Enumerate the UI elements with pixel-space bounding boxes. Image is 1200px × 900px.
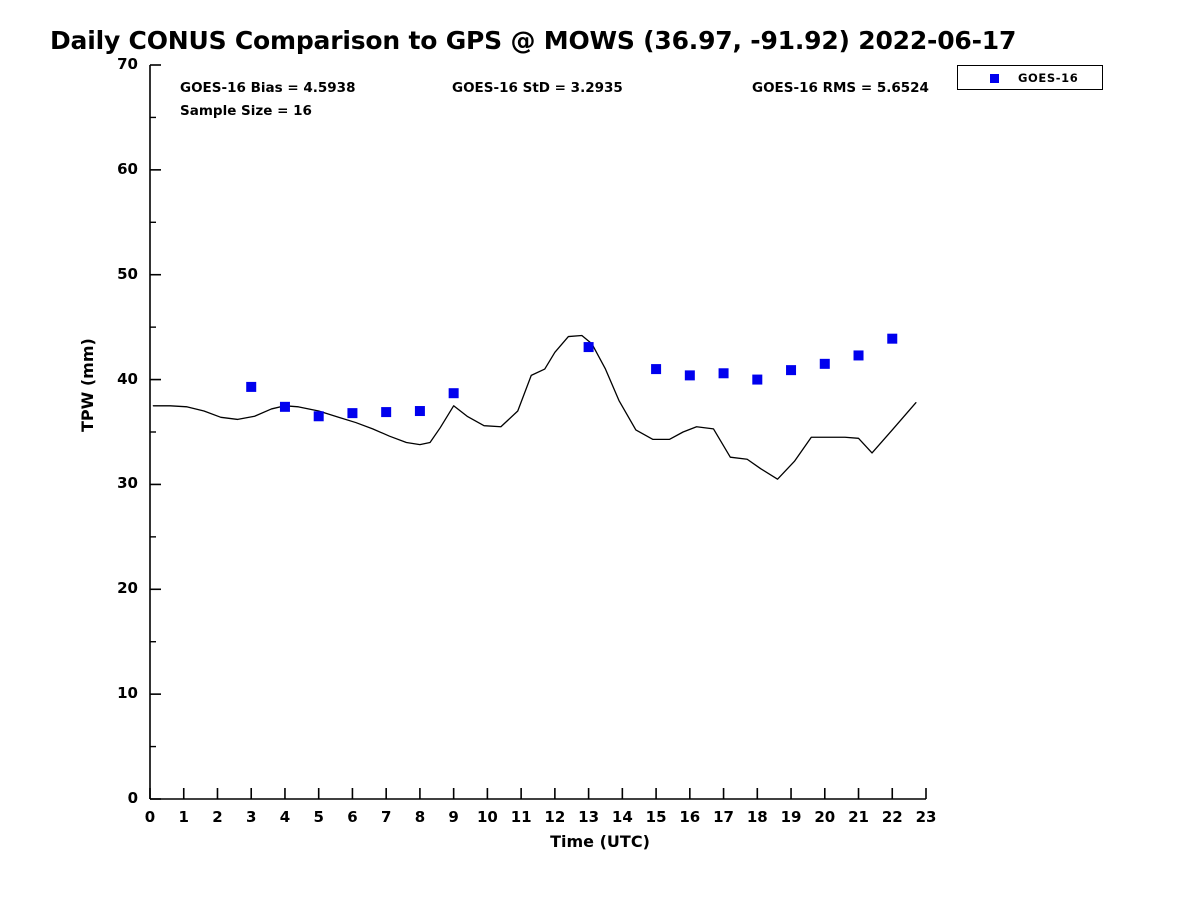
goes16-data-point xyxy=(347,408,358,419)
goes16-data-point xyxy=(246,381,257,392)
x-tick-label: 1 xyxy=(178,808,189,826)
x-tick-label: 7 xyxy=(380,808,392,826)
x-axis-label: Time (UTC) xyxy=(550,832,650,851)
x-tick-label: 23 xyxy=(915,808,937,826)
goes16-data-point xyxy=(414,406,425,417)
y-tick-label: 70 xyxy=(117,55,138,73)
goes16-data-point xyxy=(887,333,898,344)
goes16-data-point xyxy=(819,358,830,369)
goes16-data-point xyxy=(853,350,864,361)
x-tick-label: 11 xyxy=(510,808,532,826)
y-tick-label: 60 xyxy=(117,159,138,178)
x-tick-label: 21 xyxy=(848,808,869,826)
gps-line-series xyxy=(152,334,917,480)
goes16-marker-series xyxy=(246,333,898,422)
goes16-data-point xyxy=(448,388,459,399)
x-tick-label: 14 xyxy=(611,808,633,826)
x-tick-label: 17 xyxy=(713,808,734,826)
x-tick-label: 20 xyxy=(814,808,836,826)
gps-line-path xyxy=(152,334,917,480)
x-tick-label: 0 xyxy=(144,808,156,826)
x-tick-label: 18 xyxy=(746,808,768,826)
x-tick-label: 2 xyxy=(212,808,223,826)
stat-bias-label: GOES-16 Bias = 4.5938 xyxy=(180,80,356,96)
page-title: Daily CONUS Comparison to GPS @ MOWS (36… xyxy=(50,26,1017,55)
goes16-data-point xyxy=(786,365,797,376)
goes16-data-point xyxy=(752,374,763,385)
stat-sample-size-label: Sample Size = 16 xyxy=(180,103,312,119)
x-tick-label: 16 xyxy=(679,808,701,826)
legend: GOES-16 xyxy=(957,65,1103,90)
goes16-data-point xyxy=(718,368,729,379)
axes xyxy=(149,64,927,800)
x-tick-label: 9 xyxy=(448,808,459,826)
x-tick-label: 8 xyxy=(414,808,426,826)
y-tick-label: 50 xyxy=(117,264,138,283)
goes16-data-point xyxy=(313,411,324,422)
y-tick-label: 20 xyxy=(117,579,138,598)
goes16-data-point xyxy=(381,407,392,418)
goes16-data-point xyxy=(651,364,662,375)
x-tick-label: 19 xyxy=(780,808,802,826)
y-tick-label: 0 xyxy=(127,789,138,807)
goes16-data-point xyxy=(583,342,594,353)
x-tick-label: 13 xyxy=(578,808,600,826)
legend-label-goes16: GOES-16 xyxy=(1018,71,1079,85)
x-tick-label: 4 xyxy=(279,808,291,826)
y-tick-label: 30 xyxy=(117,474,138,493)
y-tick-label: 40 xyxy=(117,369,138,388)
y-tick-label: 10 xyxy=(117,684,138,703)
goes16-data-point xyxy=(279,401,290,412)
x-tick-label: 12 xyxy=(544,808,566,826)
stat-rms-label: GOES-16 RMS = 5.6524 xyxy=(752,80,929,96)
legend-marker-goes16-icon xyxy=(990,74,999,83)
x-tick-label: 10 xyxy=(476,808,498,826)
x-tick-label: 6 xyxy=(347,808,358,826)
x-tick-label: 3 xyxy=(245,808,257,826)
stat-std-label: GOES-16 StD = 3.2935 xyxy=(452,80,623,96)
x-tick-label: 22 xyxy=(881,808,903,826)
x-tick-label: 5 xyxy=(313,808,324,826)
x-tick-label: 15 xyxy=(645,808,667,826)
goes16-data-point xyxy=(684,370,695,381)
